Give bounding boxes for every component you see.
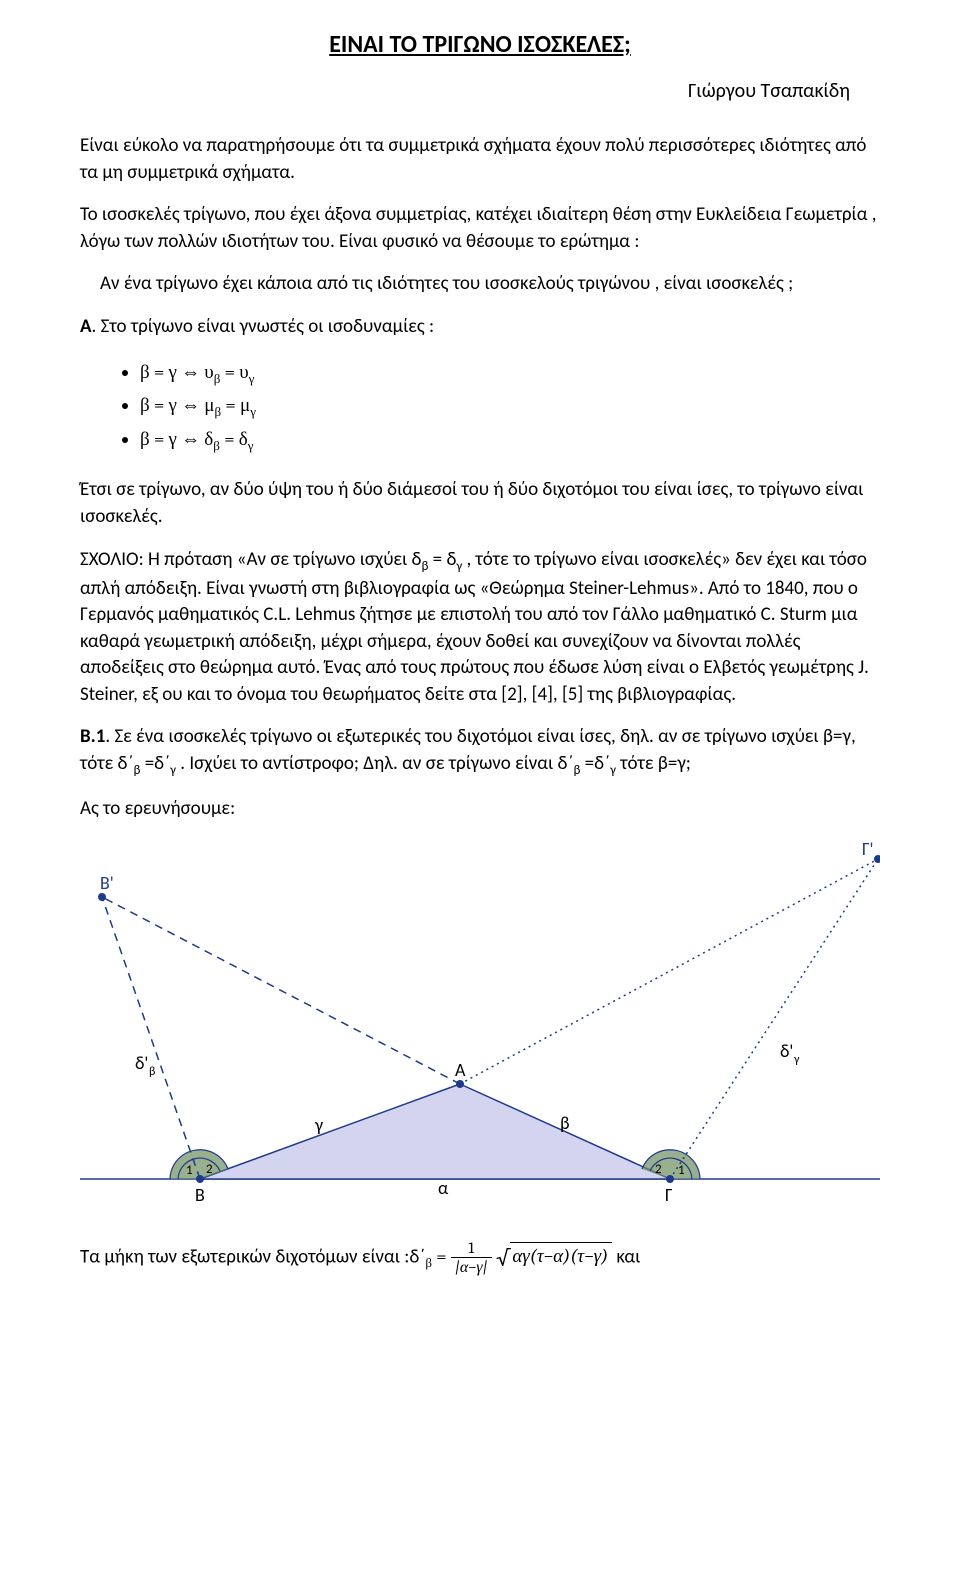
formula-sub: β xyxy=(425,1256,432,1271)
equiv-item-2: β = γ ⇔ μβ = μγ xyxy=(140,390,880,424)
sqrt-arg: αγ(τ−α)(τ−γ) xyxy=(510,1242,612,1267)
eq2-sub2: γ xyxy=(250,405,256,420)
section-a-letter: Α xyxy=(80,315,92,338)
eq1-left: β = γ ⇔ υ xyxy=(140,361,214,383)
eq3-right: = δ xyxy=(220,428,248,450)
svg-text:Γ: Γ xyxy=(665,1184,673,1206)
svg-text:1: 1 xyxy=(186,1163,193,1178)
paragraph-question: Αν ένα τρίγωνο έχει κάποια από τις ιδιότ… xyxy=(100,271,880,298)
section-a-text: . Στο τρίγωνο είναι γνωστές οι ισοδυναμί… xyxy=(92,315,435,338)
svg-text:γ: γ xyxy=(314,1114,323,1136)
sqrt-symbol: √ xyxy=(496,1245,510,1271)
b1-part5: τότε β=γ; xyxy=(616,752,691,775)
author-name: Γιώργου Τσαπακίδη xyxy=(80,79,880,103)
svg-text:α: α xyxy=(438,1177,449,1199)
svg-text:Β': Β' xyxy=(100,872,114,894)
equivalence-list: β = γ ⇔ υβ = υγ β = γ ⇔ μβ = μγ β = γ ⇔ … xyxy=(80,357,880,458)
formula-tail: και xyxy=(616,1245,640,1268)
eq2-left: β = γ ⇔ μ xyxy=(140,394,215,416)
paragraph-scholio: ΣΧΟΛΙΟ: Η πρόταση «Αν σε τρίγωνο ισχύει … xyxy=(80,547,880,709)
page-title: ΕΙΝΑΙ ΤΟ ΤΡΙΓΩΝΟ ΙΣΟΣΚΕΛΕΣ; xyxy=(80,30,880,59)
svg-text:2: 2 xyxy=(206,1162,213,1177)
section-b1-prefix: B.1 xyxy=(80,725,105,748)
svg-text:γ: γ xyxy=(793,1053,800,1067)
frac-den: |α−γ| xyxy=(451,1258,492,1277)
paragraph-research: Ας το ερευνήσουμε: xyxy=(80,796,880,823)
section-a-heading: Α. Στο τρίγωνο είναι γνωστές οι ισοδυναμ… xyxy=(80,314,880,341)
scholio-part3: , τότε το τρίγωνο είναι ισοσκελές» δεν έ… xyxy=(80,548,869,706)
paragraph-intro-2: Το ισοσκελές τρίγωνο, που έχει άξονα συμ… xyxy=(80,202,880,255)
geometry-figure: 1221ΑΒΓΒ'Γ'αβγδ'βδ'γ xyxy=(80,839,880,1219)
b1-part3: . Ισχύει το αντίστροφο; Δηλ. αν σε τρίγω… xyxy=(176,752,574,775)
b1-part2: =δ΄ xyxy=(140,752,170,775)
formula-lead: Τα μήκη των εξωτερικών διχοτόμων είναι :… xyxy=(80,1245,425,1268)
formula-line: Τα μήκη των εξωτερικών διχοτόμων είναι :… xyxy=(80,1239,880,1277)
paragraph-conclusion: Έτσι σε τρίγωνο, αν δύο ύψη του ή δύο δι… xyxy=(80,477,880,530)
frac-num: 1 xyxy=(451,1239,492,1258)
equiv-item-3: β = γ ⇔ δβ = δγ xyxy=(140,424,880,458)
svg-text:β: β xyxy=(149,1065,155,1079)
formula-eq: = xyxy=(432,1245,451,1267)
svg-text:Α: Α xyxy=(455,1059,466,1081)
triangle-diagram: 1221ΑΒΓΒ'Γ'αβγδ'βδ'γ xyxy=(80,839,880,1219)
equiv-item-1: β = γ ⇔ υβ = υγ xyxy=(140,357,880,391)
eq3-sub1: β xyxy=(213,439,220,454)
svg-text:2: 2 xyxy=(655,1162,662,1177)
formula-sqrt: √αγ(τ−α)(τ−γ) xyxy=(496,1245,612,1271)
svg-text:1: 1 xyxy=(678,1163,685,1178)
formula-fraction: 1 |α−γ| xyxy=(451,1239,492,1277)
eq2-right: = μ xyxy=(221,394,250,416)
scholio-part1: ΣΧΟΛΙΟ: Η πρόταση «Αν σε τρίγωνο ισχύει … xyxy=(80,548,421,571)
eq3-left: β = γ ⇔ δ xyxy=(140,428,213,450)
paragraph-b1: B.1. Σε ένα ισοσκελές τρίγωνο οι εξωτερι… xyxy=(80,724,880,780)
svg-text:δ': δ' xyxy=(135,1052,148,1074)
paragraph-intro-1: Είναι εύκολο να παρατηρήσουμε ότι τα συμ… xyxy=(80,133,880,186)
eq1-right: = υ xyxy=(220,361,248,383)
svg-text:Γ': Γ' xyxy=(862,839,873,860)
scholio-part2: = δ xyxy=(428,548,456,571)
svg-text:δ': δ' xyxy=(780,1040,793,1062)
svg-text:β: β xyxy=(560,1112,570,1134)
svg-text:Β: Β xyxy=(195,1184,205,1206)
b1-part4: =δ΄ xyxy=(580,752,610,775)
eq3-sub2: γ xyxy=(248,439,254,454)
eq1-sub2: γ xyxy=(249,371,255,386)
